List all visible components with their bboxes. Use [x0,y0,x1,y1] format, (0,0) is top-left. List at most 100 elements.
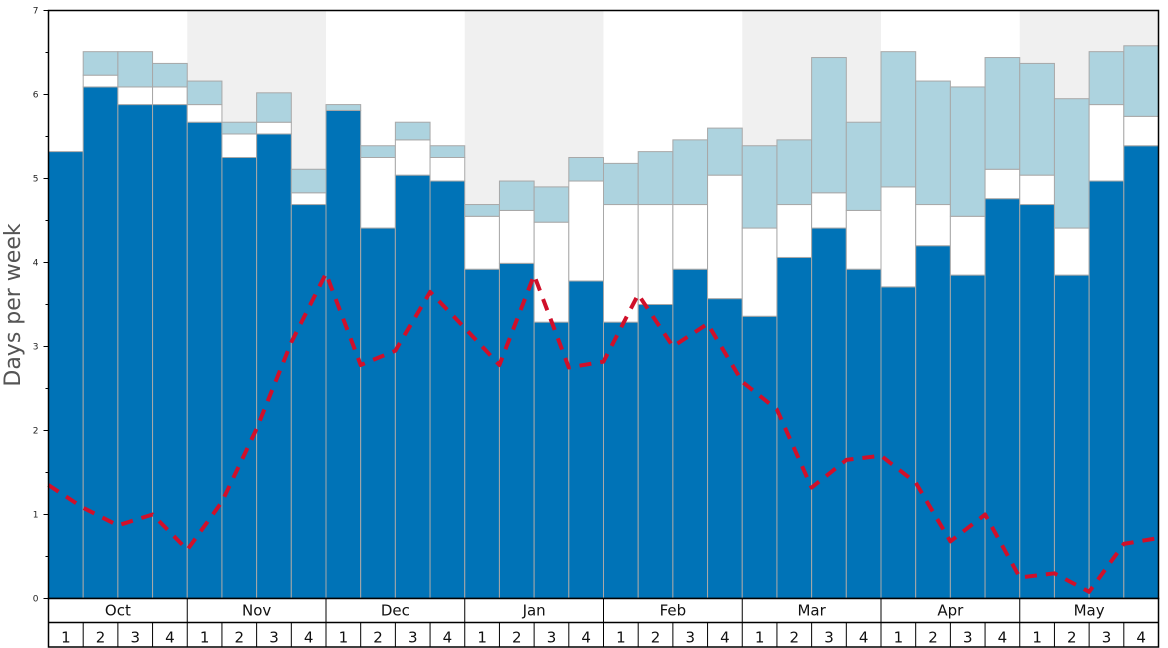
y-tick-label: 5 [33,175,39,185]
week-label: 2 [790,629,800,647]
month-label-nov: Nov [242,602,271,620]
bar-white-6 [256,121,292,135]
bar-light-11 [429,145,466,159]
bar-dark-8 [325,109,362,600]
bar-dark-29 [1053,274,1090,599]
week-label: 1 [616,629,626,647]
bar-light-18 [672,139,709,206]
bar-dark-23 [845,268,882,599]
bar-dark-17 [637,304,674,599]
y-tick-label: 3 [33,343,39,353]
bar-dark-11 [429,180,466,600]
bar-light-15 [568,157,604,182]
bar-dark-15 [568,280,604,599]
month-label-apr: Apr [937,602,964,620]
week-label: 3 [130,629,140,647]
bar-light-14 [533,186,570,223]
week-label: 3 [824,629,834,647]
week-label: 1 [477,629,487,647]
bar-light-17 [637,151,674,206]
bar-light-29 [1053,98,1090,229]
bar-dark-20 [741,315,778,599]
bar-light-26 [949,86,986,217]
y-tick-label: 6 [33,91,39,101]
y-tick-label: 4 [33,259,39,269]
week-label: 1 [339,629,349,647]
week-label: 3 [1102,629,1112,647]
bar-light-21 [776,139,813,206]
bar-white-19 [707,174,743,300]
y-tick-label: 7 [33,7,39,17]
bar-white-11 [429,157,466,182]
bar-dark-13 [498,262,535,599]
bar-light-5 [221,121,258,135]
bars [48,45,1159,600]
week-label: 2 [928,629,938,647]
bar-light-30 [1088,51,1125,106]
month-label-jan: Jan [522,602,546,620]
bar-light-28 [1019,62,1055,176]
bar-light-22 [811,57,847,194]
bar-white-27 [984,168,1021,200]
bar-dark-19 [707,298,743,599]
bar-light-16 [603,162,639,206]
bar-white-9 [360,157,396,229]
bar-dark-22 [811,227,847,599]
month-label-may: May [1074,602,1105,620]
bar-light-19 [707,127,743,176]
y-axis: 0 1 2 3 4 5 6 7 [33,7,49,605]
bar-white-31 [1123,115,1159,147]
bar-light-12 [464,204,500,217]
y-tick-label: 0 [33,595,39,605]
week-label: 1 [61,629,71,647]
bar-dark-30 [1088,180,1125,600]
week-label: 3 [408,629,418,647]
bar-light-24 [880,51,917,188]
month-label-feb: Feb [660,602,687,620]
bar-white-15 [568,180,604,282]
bar-dark-4 [186,121,223,599]
week-label: 3 [963,629,973,647]
bar-white-1 [82,74,119,88]
bar-white-3 [152,86,188,106]
bar-white-13 [498,209,535,264]
bar-dark-27 [984,198,1021,599]
bar-light-20 [741,145,778,229]
bar-dark-14 [533,321,570,599]
week-label: 4 [581,629,591,647]
week-label: 4 [443,629,453,647]
week-label: 3 [547,629,557,647]
bar-white-17 [637,204,674,305]
bar-light-9 [360,145,396,159]
week-label: 2 [96,629,106,647]
bar-dark-7 [290,204,327,599]
week-label: 3 [269,629,279,647]
week-label: 4 [165,629,175,647]
bar-white-25 [915,204,951,247]
y-axis-label: Days per week [1,223,26,386]
bar-dark-21 [776,256,813,599]
bar-dark-10 [394,174,431,599]
bar-dark-28 [1019,204,1055,599]
bar-white-14 [533,221,570,323]
bar-light-7 [290,168,327,194]
bar-white-10 [394,139,431,176]
bar-dark-6 [256,133,292,599]
y-tick-label: 1 [33,511,39,521]
bar-dark-12 [464,268,500,599]
bar-white-2 [117,86,154,106]
bar-light-4 [186,80,223,106]
week-label: 3 [685,629,695,647]
bar-white-22 [811,192,847,229]
bar-dark-9 [360,227,396,599]
bar-dark-26 [949,274,986,599]
bar-light-8 [325,104,362,111]
week-label: 4 [720,629,730,647]
bar-dark-3 [152,104,188,600]
week-label: 1 [1032,629,1042,647]
bar-dark-5 [221,157,258,599]
week-label: 4 [304,629,314,647]
bar-light-31 [1123,45,1159,117]
bar-light-10 [394,121,431,141]
